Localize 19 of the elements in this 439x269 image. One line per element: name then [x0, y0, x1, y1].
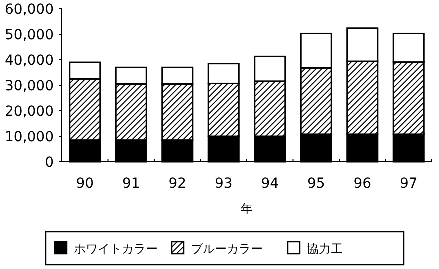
- x-tick-label: 91: [122, 176, 140, 192]
- y-tick-label: 60,000: [5, 2, 54, 18]
- legend-label: ホワイトカラー: [74, 242, 158, 256]
- x-tick-label: 90: [76, 176, 94, 192]
- x-tick-label: 97: [400, 176, 418, 192]
- legend-label: 協力工: [307, 242, 343, 256]
- x-tick-label: 92: [168, 176, 187, 192]
- y-tick-label: 40,000: [5, 53, 54, 69]
- x-tick-label: 93: [214, 176, 233, 192]
- y-tick-label: 20,000: [5, 104, 54, 120]
- y-tick-label: 0: [45, 155, 54, 171]
- x-tick-label: 95: [307, 176, 326, 192]
- y-tick-label: 30,000: [5, 78, 54, 94]
- y-tick-label: 10,000: [5, 130, 54, 146]
- x-tick-label: 96: [354, 176, 372, 192]
- x-axis-title: 年: [241, 202, 253, 216]
- legend-label: ブルーカラー: [191, 242, 263, 256]
- y-tick-label: 50,000: [5, 28, 54, 44]
- x-tick-label: 94: [261, 176, 280, 192]
